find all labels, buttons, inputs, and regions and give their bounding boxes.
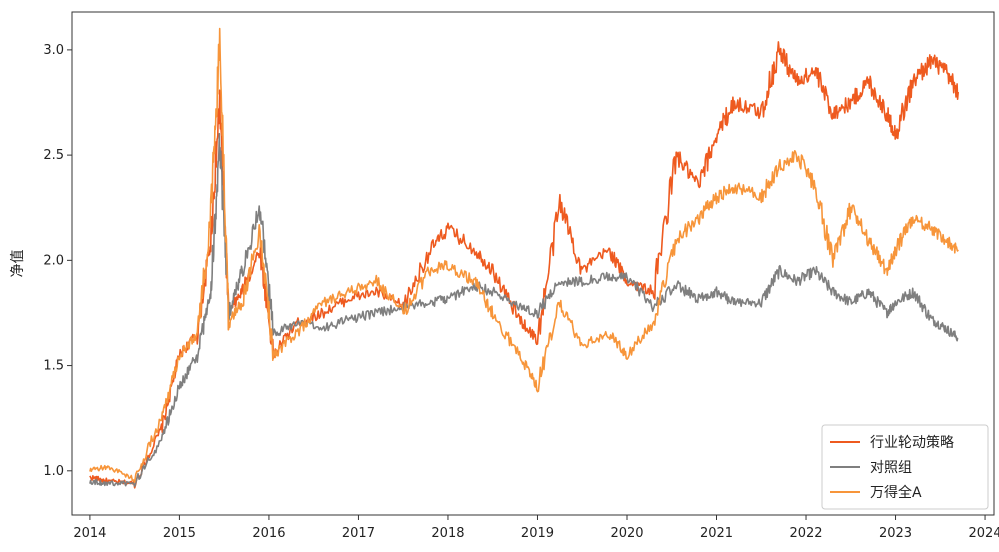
legend-label-1: 对照组: [870, 460, 912, 476]
x-tick-label: 2022: [789, 526, 822, 541]
x-tick-label: 2020: [610, 526, 643, 541]
y-tick-label: 2.5: [43, 148, 64, 163]
x-tick-label: 2015: [163, 526, 196, 541]
x-tick-label: 2014: [73, 526, 106, 541]
x-tick-label: 2018: [431, 526, 464, 541]
y-axis: 1.0 1.5 2.0 2.5 3.0: [43, 43, 72, 479]
legend-label-0: 行业轮动策略: [870, 434, 954, 451]
legend-label-2: 万得全A: [870, 484, 922, 501]
y-tick-label: 1.0: [43, 464, 64, 479]
x-tick-label: 2023: [879, 526, 912, 541]
x-tick-label: 2021: [700, 526, 733, 541]
plot-frame: [71, 11, 995, 516]
y-tick-label: 2.0: [43, 253, 64, 268]
series-layer: [89, 27, 959, 489]
y-tick-label: 1.5: [43, 359, 64, 374]
series-line-0: [89, 41, 959, 489]
x-tick-label: 2024: [969, 526, 999, 541]
x-tick-label: 2016: [252, 526, 285, 541]
y-tick-label: 3.0: [43, 43, 64, 58]
series-line-1: [89, 132, 959, 487]
x-tick-label: 2017: [342, 526, 375, 541]
legend-box: [821, 424, 989, 510]
series-line-2: [89, 27, 959, 483]
x-tick-label: 2019: [521, 526, 554, 541]
x-axis: 2014 2015 2016 2017 2018 2019 2020 2021 2022 2023…: [73, 515, 999, 541]
y-axis-label: 净值: [10, 250, 26, 278]
